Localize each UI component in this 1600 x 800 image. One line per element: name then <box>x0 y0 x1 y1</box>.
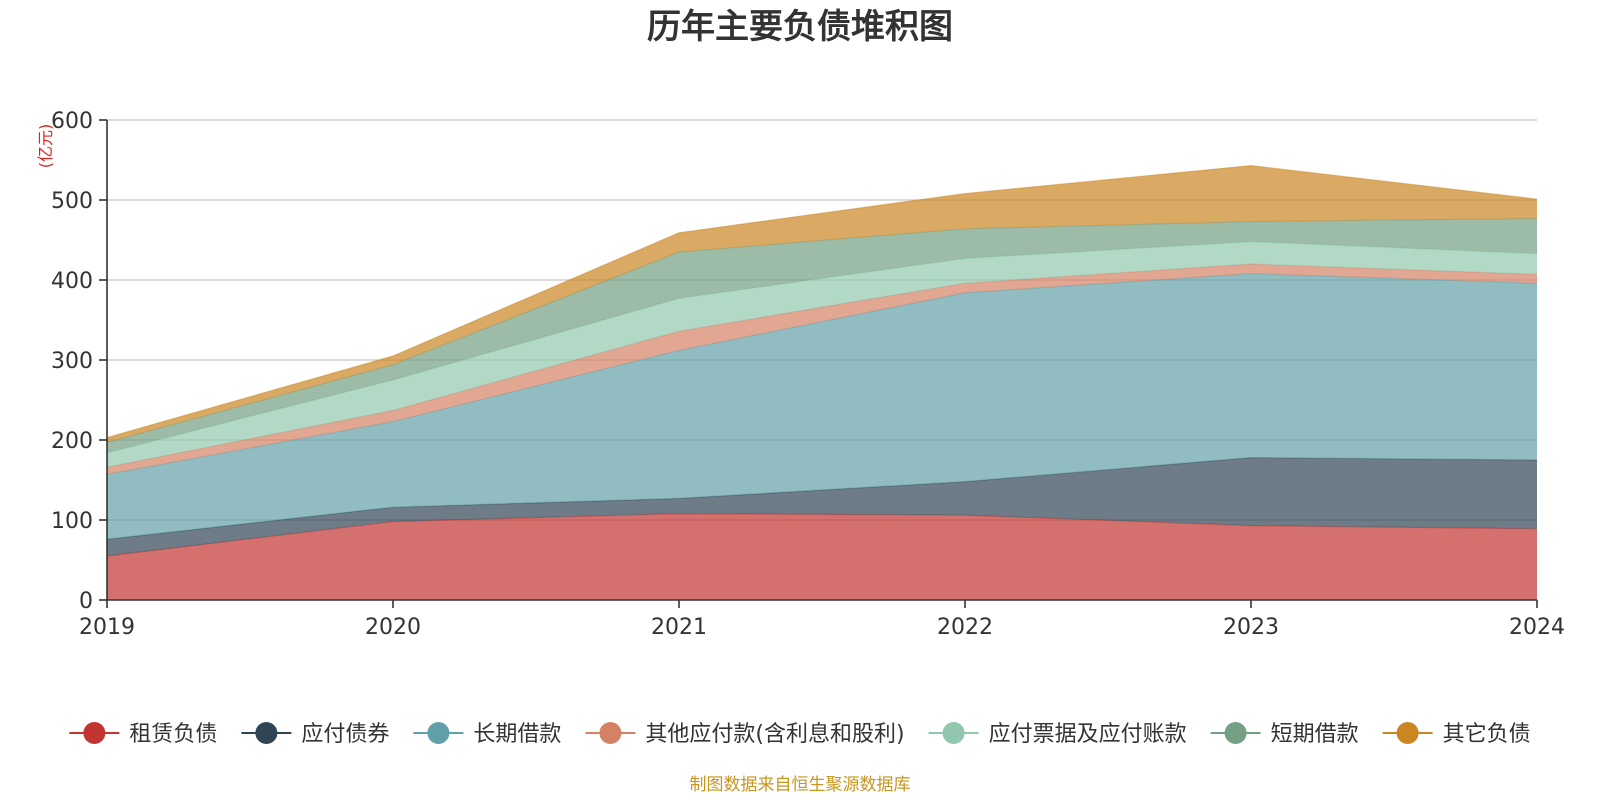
y-tick-label: 200 <box>51 429 93 454</box>
y-unit-label: (亿元) <box>36 124 55 169</box>
area-edge-0 <box>106 512 1538 557</box>
y-tick-label: 500 <box>51 189 93 214</box>
legend-marker-icon <box>1224 722 1247 744</box>
area-series-6 <box>107 165 1537 443</box>
area-layer <box>106 164 1538 600</box>
legend-label: 短期借款 <box>1271 722 1359 747</box>
legend-marker-icon <box>942 722 965 744</box>
y-tick-label: 100 <box>51 509 93 534</box>
legend-marker-icon <box>599 722 622 744</box>
legend-item-0[interactable]: 租赁负债 <box>69 722 217 747</box>
y-tick-label: 400 <box>51 269 93 294</box>
legend-item-1[interactable]: 应付债券 <box>241 722 389 747</box>
area-series-2 <box>107 273 1537 540</box>
y-tick-label: 0 <box>79 589 93 614</box>
legend-item-3[interactable]: 其他应付款(含利息和股利) <box>585 722 905 747</box>
legend-marker-icon <box>83 722 106 744</box>
area-series-1 <box>107 457 1537 556</box>
y-tick-label: 600 <box>51 109 93 134</box>
legend-marker-icon <box>1396 722 1419 744</box>
legend-marker-icon <box>427 722 450 744</box>
area-series-4 <box>107 241 1537 468</box>
legend-marker-icon <box>255 722 278 744</box>
legend-label: 租赁负债 <box>129 722 217 747</box>
axis-layer: 0 100 200 300 400 500 600 2019 2020 2021 2022 2023 2… <box>51 109 1565 640</box>
area-series-5 <box>107 218 1537 453</box>
source-note: 制图数据来自恒生聚源数据库 <box>690 775 911 795</box>
x-tick-label: 2021 <box>651 615 707 640</box>
legend-item-5[interactable]: 短期借款 <box>1210 722 1359 747</box>
x-tick-label: 2022 <box>937 615 993 640</box>
legend-label: 应付债券 <box>301 722 389 747</box>
legend-label: 其它负债 <box>1443 722 1531 747</box>
legend-item-4[interactable]: 应付票据及应付账款 <box>928 722 1187 747</box>
legend-label: 长期借款 <box>473 722 561 747</box>
x-tick-label: 2024 <box>1509 615 1565 640</box>
legend-item-2[interactable]: 长期借款 <box>413 722 561 747</box>
legend-label: 应付票据及应付账款 <box>989 722 1187 747</box>
legend-item-6[interactable]: 其它负债 <box>1382 722 1531 747</box>
legend[interactable]: 租赁负债 应付债券 长期借款 其他应付款(含利息和股利) 应付票据及应付账款 短期借款 其它… <box>69 722 1531 747</box>
area-series-0 <box>107 513 1537 600</box>
x-tick-label: 2023 <box>1223 615 1279 640</box>
y-tick-label: 300 <box>51 349 93 374</box>
legend-label: 其他应付款(含利息和股利) <box>645 722 904 747</box>
x-tick-label: 2020 <box>365 615 421 640</box>
area-edge-6 <box>106 164 1538 439</box>
x-tick-label: 2019 <box>79 615 135 640</box>
chart-title: 历年主要负债堆积图 <box>647 7 953 47</box>
